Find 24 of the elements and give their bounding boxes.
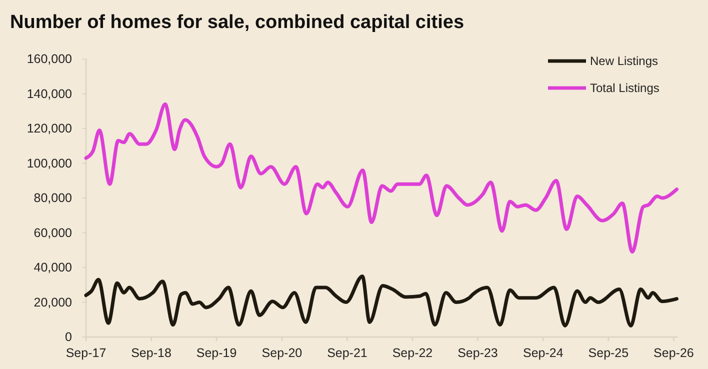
y-tick-label: 0 — [65, 330, 72, 344]
x-tick-label: Sep-20 — [262, 346, 302, 360]
x-tick-label: Sep-21 — [327, 346, 368, 360]
x-tick-label: Sep-17 — [66, 346, 106, 360]
y-tick-label: 120,000 — [26, 122, 72, 136]
legend-label: New Listings — [590, 54, 658, 68]
chart-title: Number of homes for sale, combined capital cities — [10, 12, 464, 33]
x-tick-label: Sep-25 — [588, 346, 629, 360]
x-tick-label: Sep-23 — [458, 346, 498, 360]
y-tick-label: 20,000 — [34, 295, 72, 310]
y-tick-label: 100,000 — [26, 156, 72, 170]
line-series — [84, 102, 678, 254]
x-tick-label: Sep-26 — [654, 346, 694, 360]
y-tick-label: 160,000 — [26, 52, 72, 66]
y-tick-label: 40,000 — [34, 260, 72, 274]
line-series — [84, 274, 678, 328]
x-tick-label: Sep-19 — [196, 346, 237, 360]
y-tick-label: 60,000 — [34, 226, 72, 240]
x-tick-label: Sep-24 — [523, 346, 564, 360]
legend-label: Total Listings — [590, 81, 660, 96]
y-tick-label: 140,000 — [26, 86, 72, 101]
x-tick-label: Sep-22 — [392, 346, 433, 360]
x-tick-label: Sep-18 — [131, 346, 172, 360]
y-tick-label: 80,000 — [34, 191, 72, 205]
